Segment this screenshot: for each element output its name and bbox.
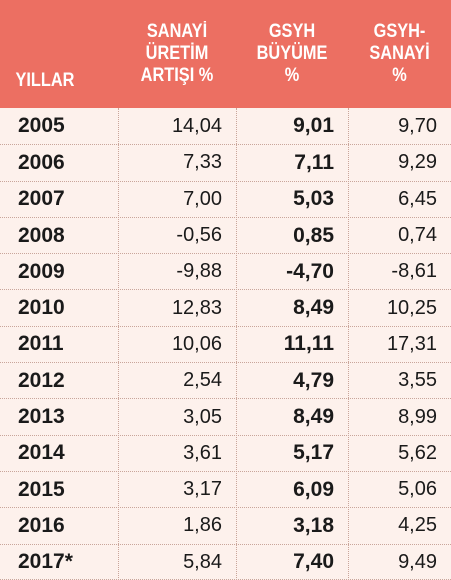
year-cell: 2008 [18,223,65,247]
year-cell: 2006 [18,150,65,174]
gdp-growth-cell: 11,11 [283,332,334,356]
header-industry-line-2: ÜRETİM [145,43,209,64]
year-cell: 2007 [18,187,65,211]
gdp-growth-cell: 0,85 [293,223,334,247]
year-cell: 2011 [18,332,64,356]
year-cell: 2015 [18,477,65,501]
gdp-growth-cell: 4,79 [293,368,334,392]
year-cell: 2005 [18,114,65,138]
industry-growth-cell: 2,54 [183,369,222,392]
gdp-industry-diff-cell: 8,99 [398,405,437,428]
gdp-industry-diff-cell: 3,55 [398,369,437,392]
table-row: 2016 1,86 3,18 4,25 [0,507,451,543]
table-row: 2013 3,05 8,49 8,99 [0,398,451,434]
gdp-industry-diff-cell: 9,49 [398,550,437,573]
column-divider [118,108,119,580]
table-row: 2010 12,83 8,49 10,25 [0,289,451,325]
gdp-growth-cell: 7,11 [294,150,334,174]
header-industry-line-3: ARTIŞI % [140,65,214,86]
gdp-industry-diff-cell: 6,45 [398,187,437,210]
industry-growth-cell: 3,61 [183,441,222,464]
gdp-growth-cell: 3,18 [293,513,334,537]
industry-growth-cell: -9,88 [176,260,222,283]
industry-growth-cell: 5,84 [183,550,222,573]
year-cell: 2016 [18,513,65,537]
header-industry-line-1: SANAYİ [146,21,208,42]
header-diff-line-3: % [392,65,407,86]
table-header: YILLAR SANAYİ ÜRETİM ARTIŞI % GSYH BÜYÜM… [0,0,451,108]
header-years: YILLAR [0,0,101,108]
gdp-industry-diff-cell: 9,70 [398,114,437,137]
gdp-growth-cell: 6,09 [293,477,334,501]
header-gdp-line-3: % [284,65,300,86]
table-row: 2011 10,06 11,11 17,31 [0,325,451,362]
gdp-growth-cell: 9,01 [293,114,334,138]
industry-growth-cell: 12,83 [171,296,222,319]
gdp-growth-cell: 8,49 [293,405,334,429]
year-cell: 2014 [18,441,65,465]
gdp-industry-diff-cell: 0,74 [398,224,437,247]
gdp-growth-cell: 7,40 [293,550,334,574]
gdp-industry-diff-cell: 5,06 [398,478,437,501]
header-diff: GSYH- SANAYİ % [355,0,444,108]
gdp-growth-cell: -4,70 [286,259,334,283]
gdp-industry-diff-cell: 17,31 [386,332,437,355]
industry-growth-cell: 7,33 [183,151,222,174]
year-cell: 2009 [18,259,65,283]
header-gdp-line-1: GSYH [268,21,316,42]
header-diff-line-1: GSYH- [373,21,426,42]
year-cell: 2017* [18,550,73,574]
column-divider [348,108,349,580]
industry-growth-cell: 3,17 [183,478,222,501]
header-years-line: YILLAR [15,70,75,91]
table-row: 2017* 5,84 7,40 9,49 [0,543,451,580]
table-row: 2012 2,54 4,79 3,55 [0,362,451,398]
header-gdp-line-2: BÜYÜME [256,43,328,64]
table-row: 2009 -9,88 -4,70 -8,61 [0,253,451,289]
table-body: 2005 14,04 9,01 9,70 2006 7,33 7,11 9,29 2007 7,0… [0,108,451,580]
gdp-industry-diff-cell: 4,25 [398,514,437,537]
header-gdp: GSYH BÜYÜME % [244,0,340,108]
table-row: 2005 14,04 9,01 9,70 [0,108,451,144]
gdp-industry-diff-cell: 10,25 [386,296,437,319]
gdp-growth-cell: 8,49 [293,296,334,320]
gdp-growth-cell: 5,03 [293,187,334,211]
industry-growth-cell: 7,00 [183,187,222,210]
industry-growth-cell: 14,04 [171,114,222,137]
table-row: 2008 -0,56 0,85 0,74 [0,216,451,253]
table-row: 2007 7,00 5,03 6,45 [0,180,451,217]
industry-growth-cell: 10,06 [171,332,222,355]
gdp-growth-cell: 5,17 [293,441,334,465]
gdp-industry-diff-cell: 5,62 [398,441,437,464]
header-diff-line-2: SANAYİ [369,43,430,64]
gdp-industry-diff-cell: 9,29 [398,151,437,174]
year-cell: 2012 [18,368,65,392]
industry-growth-cell: -0,56 [176,224,222,247]
year-cell: 2010 [18,296,65,320]
table-row: 2014 3,61 5,17 5,62 [0,434,451,471]
header-industry: SANAYİ ÜRETİM ARTIŞI % [126,0,227,108]
column-divider [236,108,237,580]
gdp-industry-diff-cell: -8,61 [391,260,437,283]
year-cell: 2013 [18,405,65,429]
industry-growth-cell: 1,86 [183,514,222,537]
industry-growth-cell: 3,05 [183,405,222,428]
table-row: 2015 3,17 6,09 5,06 [0,470,451,507]
table-row: 2006 7,33 7,11 9,29 [0,144,451,180]
